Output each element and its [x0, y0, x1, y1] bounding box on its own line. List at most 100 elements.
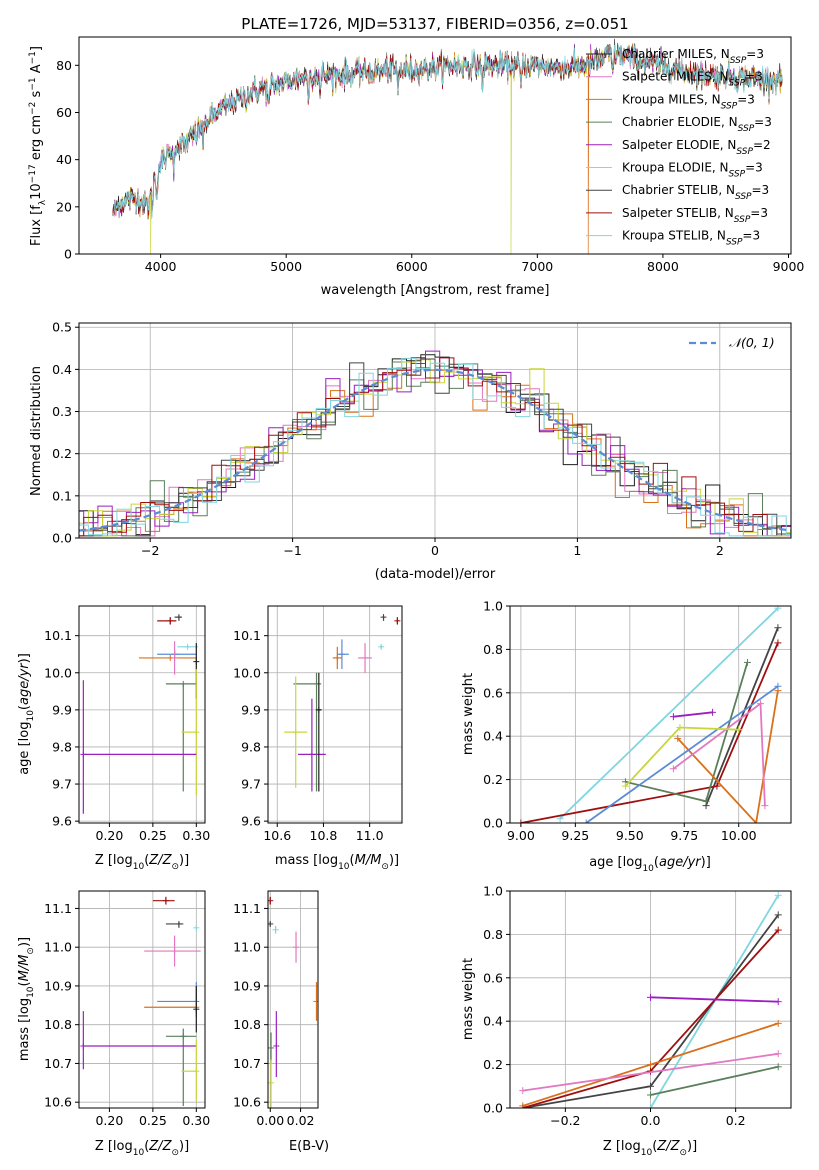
y-tick-label: 60: [56, 105, 72, 120]
errorbar-point: [293, 931, 300, 963]
weight-marker: [774, 911, 782, 919]
errorbar-point: [171, 641, 178, 675]
x-tick-label: 0: [431, 543, 439, 558]
weight-marker: [774, 1050, 782, 1058]
w-age-xlabel: age [log10(age/yr)]: [589, 855, 711, 874]
weight-marker: [647, 1082, 654, 1090]
weight-marker: [669, 765, 677, 773]
y-tick-label: 10.6: [44, 1095, 72, 1110]
weight-marker: [647, 1061, 654, 1069]
y-tick-label: 80: [56, 58, 72, 73]
spectrum-xlabel: wavelength [Angstrom, rest frame]: [321, 283, 550, 298]
age-mass-xlabel: mass [log10(M/M⊙)]: [275, 853, 399, 872]
y-tick-label: 9.9: [52, 702, 72, 717]
x-tick-label: 0.30: [182, 1113, 210, 1128]
y-tick-label: 0.4: [52, 362, 72, 377]
errorbar-point: [152, 896, 175, 905]
errorbar-point: [80, 680, 197, 814]
mass-vs-z-panel: 0.20 0.25 0.30 10.6 10.7 10.8 10.9 11.0 11.1 Z […: [17, 890, 210, 1158]
residuals-histograms: [79, 350, 791, 537]
y-tick-label: 10.1: [233, 628, 261, 643]
y-tick-label: 10.0: [44, 665, 72, 680]
errorbar-point: [358, 643, 372, 673]
y-tick-label: 40: [56, 152, 72, 167]
x-tick-label: 1: [573, 543, 581, 558]
errorbar-point: [313, 982, 318, 1021]
hist-kroupa-stelib: [79, 357, 791, 537]
y-tick-label: 9.7: [241, 777, 261, 792]
weight-line-chabrier-elodie: [650, 1065, 779, 1096]
errorbar-point: [268, 1059, 275, 1108]
errorbar-point: [268, 1032, 275, 1064]
x-tick-label: 6000: [396, 259, 428, 274]
age-z-ylabel: age [log10(age/yr)]: [17, 653, 36, 775]
x-tick-label: 8000: [647, 259, 679, 274]
x-tick-label: 10.8: [310, 828, 338, 843]
w-z-ylabel: mass weight: [461, 958, 476, 1040]
y-tick-label: 0.5: [52, 320, 72, 335]
y-tick-label: 9.9: [241, 702, 261, 717]
y-tick-label: 11.0: [233, 940, 261, 955]
spectrum-series-kroupa-stelib: [112, 44, 783, 219]
x-tick-label: 0.25: [139, 1113, 167, 1128]
x-tick-label: 9.75: [670, 828, 698, 843]
weight-line-salpeter-miles: [522, 1052, 779, 1092]
errorbar-point: [193, 985, 200, 1033]
y-tick-label: 10.7: [233, 1056, 261, 1071]
normal-curve: [79, 368, 791, 532]
x-tick-label: −0.2: [550, 1113, 580, 1128]
y-tick-label: 9.6: [241, 814, 261, 829]
errorbar-point: [144, 935, 201, 967]
x-tick-label: 2: [716, 543, 724, 558]
y-tick-label: 11.0: [44, 940, 72, 955]
weight-line-salpeter-elodie: [673, 711, 713, 718]
errorbar-point: [181, 1040, 200, 1103]
y-tick-label: 0.8: [483, 642, 503, 657]
figure-title: PLATE=1726, MJD=53137, FIBERID=0356, z=0…: [241, 15, 628, 33]
spectrum-lines: [112, 38, 783, 254]
x-tick-label: 9.50: [616, 828, 644, 843]
y-tick-label: 10.8: [233, 1017, 261, 1032]
weight-line-salpeter-elodie: [650, 996, 779, 1003]
y-tick-label: 0.2: [483, 772, 503, 787]
x-tick-label: −2: [141, 543, 159, 558]
hist-kroupa-elodie: [79, 359, 791, 537]
weight-line-kroupa-stelib: [559, 607, 779, 820]
weight-marker: [709, 708, 717, 716]
spectrum-axes: 4000 5000 6000 7000 8000 9000 0 20 40 60 80: [56, 36, 804, 274]
x-tick-label: 5000: [270, 259, 302, 274]
errorbar-point: [273, 1011, 280, 1077]
x-tick-label: 9.25: [561, 828, 589, 843]
weight-line-kroupa-miles: [677, 690, 779, 823]
weight-marker: [774, 624, 782, 632]
y-tick-label: 10.6: [233, 1095, 261, 1110]
axes-frame: [78, 605, 206, 824]
age-vs-mass-panel: 10.6 10.8 11.0 9.6 9.7 9.8 9.9 10.0 10.1 mass [l…: [233, 605, 403, 872]
x-tick-label: 0.0: [641, 1113, 661, 1128]
y-tick-label: 0.0: [483, 816, 503, 831]
residuals-ylabel: Normed distribution: [29, 366, 44, 496]
errorbar-point: [284, 676, 308, 788]
errorbar-point: [177, 643, 199, 650]
weight-marker: [752, 819, 760, 823]
errorbar-point: [315, 672, 322, 792]
x-tick-label: 9.00: [507, 828, 535, 843]
x-tick-label: 0.30: [182, 828, 210, 843]
errorbar-point: [272, 925, 279, 934]
errorbar-point: [165, 680, 197, 792]
mass-vs-ebv-panel: 0.00 0.02 10.6 10.7 10.8 10.9 11.0 11.1 E(B-V): [233, 890, 329, 1154]
mass-ebv-xlabel: E(B-V): [289, 1139, 329, 1154]
x-tick-label: −1: [283, 543, 301, 558]
mass-z-xlabel: Z [log10(Z/Z⊙)]: [95, 1139, 189, 1158]
errorbar-point: [181, 669, 200, 796]
y-tick-label: 10.7: [44, 1056, 72, 1071]
axes-frame: [78, 890, 206, 1109]
x-tick-label: 0.25: [139, 828, 167, 843]
y-tick-label: 0.0: [52, 531, 72, 546]
y-tick-label: 0.2: [52, 446, 72, 461]
y-tick-label: 0.1: [52, 488, 72, 503]
errorbar-point: [298, 698, 326, 792]
errorbar-point: [157, 617, 177, 625]
x-tick-label: 11.0: [356, 828, 384, 843]
y-tick-label: 9.7: [52, 777, 72, 792]
